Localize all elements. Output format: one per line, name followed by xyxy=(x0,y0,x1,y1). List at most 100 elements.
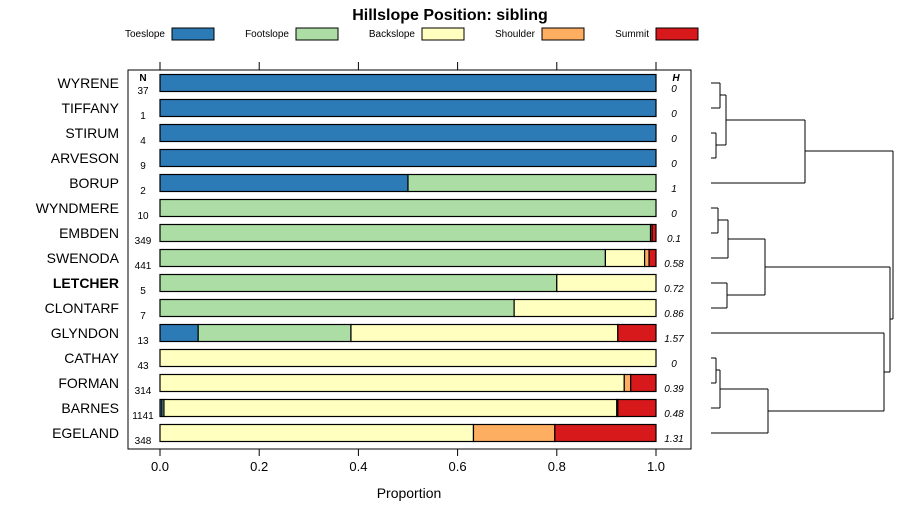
row-glyndon: GLYNDON 13 1.57 xyxy=(51,323,684,347)
row-n-count: 43 xyxy=(137,361,149,372)
legend-swatch-toeslope xyxy=(171,27,215,41)
row-h-value: 1 xyxy=(671,184,677,195)
bar-segment-summit xyxy=(630,373,657,393)
bar-segment-shoulder xyxy=(643,248,650,268)
row-label: FORMAN xyxy=(58,375,119,391)
row-borup: BORUP 2 1 xyxy=(69,173,677,197)
row-label: ARVESON xyxy=(51,150,119,166)
row-n-count: 348 xyxy=(135,436,152,447)
row-h-value: 0.58 xyxy=(664,259,684,270)
legend-swatch-shoulder xyxy=(541,27,585,41)
bar-segment-backslope xyxy=(159,423,475,443)
row-forman: FORMAN 314 0.39 xyxy=(58,373,684,397)
legend-swatch-backslope xyxy=(421,27,465,41)
row-tiffany: TIFFANY 1 0 xyxy=(61,98,677,122)
row-label: BORUP xyxy=(69,175,119,191)
row-n-count: 1 xyxy=(140,111,146,122)
row-label: BARNES xyxy=(61,400,119,416)
bar-segment-footslope xyxy=(159,248,607,268)
x-tick-label: 0.0 xyxy=(151,459,169,474)
legend-label-footslope: Footslope xyxy=(245,29,289,40)
row-egeland: EGELAND 348 1.31 xyxy=(52,423,684,447)
bar-segment-toeslope xyxy=(159,123,657,143)
bar-segment-shoulder xyxy=(472,423,556,443)
row-label: CLONTARF xyxy=(45,300,119,316)
row-h-value: 0 xyxy=(671,159,677,170)
row-label: GLYNDON xyxy=(51,325,119,341)
row-n-count: 37 xyxy=(137,86,149,97)
row-h-value: 1.31 xyxy=(664,434,683,445)
row-n-count: 9 xyxy=(140,161,146,172)
row-h-value: 0 xyxy=(671,84,677,95)
row-h-value: 0 xyxy=(671,134,677,145)
bar-segment-footslope xyxy=(197,323,352,343)
x-tick-label: 0.2 xyxy=(250,459,268,474)
legend-label-shoulder: Shoulder xyxy=(495,29,536,40)
row-letcher: LETCHER 5 0.72 xyxy=(53,273,684,297)
legend-label-toeslope: Toeslope xyxy=(125,29,165,40)
x-tick-label: 0.8 xyxy=(548,459,566,474)
row-n-count: 13 xyxy=(137,336,149,347)
row-stirum: STIRUM 4 0 xyxy=(65,123,677,147)
row-wyndmere: WYNDMERE 10 0 xyxy=(36,198,677,222)
h-column-header: H xyxy=(672,73,680,84)
bar-segment-backslope xyxy=(159,373,625,393)
row-n-count: 441 xyxy=(135,261,152,272)
row-label: STIRUM xyxy=(65,125,119,141)
row-label: WYNDMERE xyxy=(36,200,119,216)
row-label: CATHAY xyxy=(64,350,119,366)
row-swenoda: SWENODA 441 0.58 xyxy=(47,248,684,272)
row-clontarf: CLONTARF 7 0.86 xyxy=(45,298,684,322)
bar-segment-summit xyxy=(554,423,657,443)
row-label: WYRENE xyxy=(58,75,119,91)
bar-segment-toeslope xyxy=(159,73,657,93)
bar-segment-backslope xyxy=(350,323,619,343)
bar-segment-toeslope xyxy=(159,148,657,168)
row-h-value: 0 xyxy=(671,359,677,370)
row-n-count: 10 xyxy=(137,211,149,222)
legend-label-summit: Summit xyxy=(615,29,649,40)
row-n-count: 2 xyxy=(140,186,146,197)
n-column-header: N xyxy=(139,73,146,84)
legend-swatch-footslope xyxy=(295,27,339,41)
bar-segment-footslope xyxy=(159,198,657,218)
row-cathay: CATHAY 43 0 xyxy=(64,348,677,372)
row-embden: EMBDEN 349 0.1 xyxy=(59,223,681,247)
bar-segment-shoulder xyxy=(623,373,632,393)
row-label: EGELAND xyxy=(52,425,119,441)
bar-segment-footslope xyxy=(159,273,558,293)
bar-segment-summit xyxy=(651,223,657,243)
row-n-count: 349 xyxy=(135,236,152,247)
chart-title: Hillslope Position: sibling xyxy=(352,7,548,24)
row-h-value: 0.48 xyxy=(664,409,684,420)
bar-segment-footslope xyxy=(159,298,515,318)
row-label: TIFFANY xyxy=(61,100,119,116)
x-tick-label: 0.4 xyxy=(349,459,367,474)
row-arveson: ARVESON 9 0 xyxy=(51,148,677,172)
bar-segment-backslope xyxy=(604,248,646,268)
legend-label-backslope: Backslope xyxy=(369,29,416,40)
row-n-count: 7 xyxy=(140,311,146,322)
row-h-value: 0.39 xyxy=(664,384,684,395)
row-h-value: 0 xyxy=(671,209,677,220)
bar-segment-toeslope xyxy=(159,98,657,118)
x-tick-label: 1.0 xyxy=(647,459,665,474)
legend-swatch-summit xyxy=(655,27,699,41)
row-n-count: 1141 xyxy=(132,411,154,422)
bar-segment-toeslope xyxy=(159,173,409,193)
x-axis-title: Proportion xyxy=(377,485,442,501)
plot-frame xyxy=(127,69,692,450)
row-n-count: 4 xyxy=(140,136,146,147)
row-h-value: 0 xyxy=(671,109,677,120)
bar-segment-backslope xyxy=(159,348,657,368)
bar-segment-backslope xyxy=(163,398,618,418)
row-h-value: 0.1 xyxy=(667,234,681,245)
row-label: LETCHER xyxy=(53,275,119,291)
row-label: SWENODA xyxy=(47,250,120,266)
row-wyrene: WYRENE 37 0 xyxy=(58,73,677,97)
bar-segment-summit xyxy=(617,323,657,343)
bar-segment-toeslope xyxy=(159,323,199,343)
x-axis: 0.0 0.2 0.4 0.6 0.8 1.0 xyxy=(151,449,665,474)
